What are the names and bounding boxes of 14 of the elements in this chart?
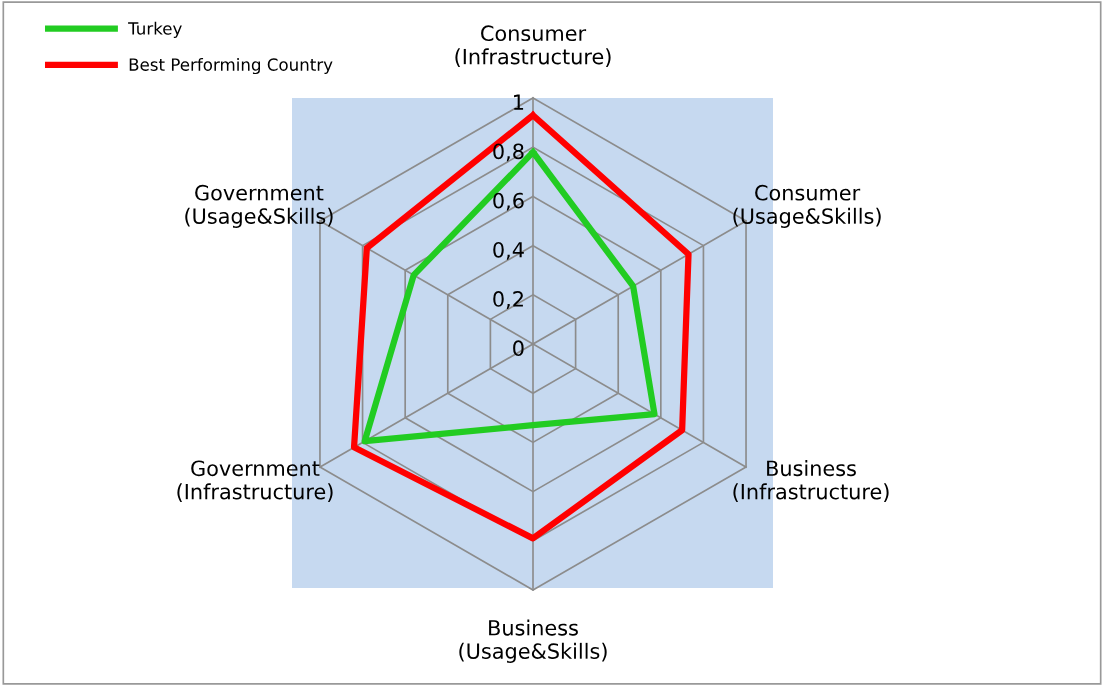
spoke-label: Government (Usage&Skills) — [185, 184, 333, 228]
y-tick-label: 0,2 — [493, 291, 523, 309]
spoke-label: Business (Usage&Skills) — [459, 619, 607, 664]
y-tick-label: 0,4 — [493, 241, 524, 260]
y-tick-label: 1 — [514, 94, 524, 110]
spoke-label: Government (Infrastructure) — [177, 460, 333, 502]
spoke-label: Consumer (Usage&Skills) — [733, 184, 881, 228]
legend-label: Turkey — [128, 21, 182, 38]
legend-label: Best Performing Country — [129, 57, 333, 75]
spoke-label: Business (Infrastructure) — [733, 460, 889, 502]
y-tick-label: 0,8 — [493, 143, 524, 162]
y-tick-label: 0 — [513, 340, 524, 357]
spoke-label: Consumer (Infrastructure) — [455, 25, 611, 67]
y-tick-label: 0,6 — [493, 192, 524, 211]
